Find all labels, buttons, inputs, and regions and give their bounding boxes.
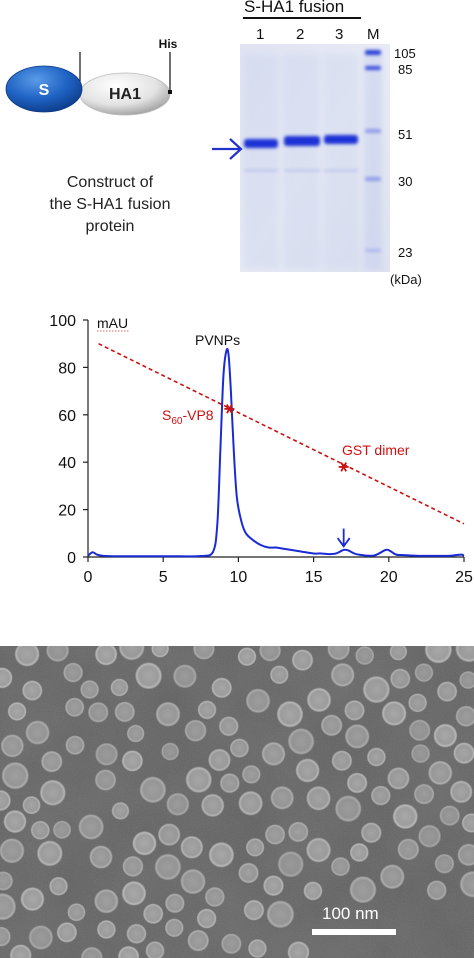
his-tag-label: His xyxy=(159,37,178,51)
y-tick-label: 60 xyxy=(58,408,76,425)
y-axis-unit-label: mAU xyxy=(97,315,128,331)
construct-diagram: S HA1 His xyxy=(5,37,178,116)
x-tick-label: 0 xyxy=(84,569,93,586)
x-tick-label: 5 xyxy=(159,569,168,586)
lane-label-2: 2 xyxy=(296,26,305,43)
x-tick-label: 15 xyxy=(305,569,323,586)
standard-point-gst-dimer xyxy=(338,462,349,472)
band-lane-3 xyxy=(324,135,358,144)
uv-trace-line xyxy=(87,347,465,558)
caption-line-3: protein xyxy=(85,218,135,235)
scale-bar xyxy=(312,929,396,935)
y-tick-label: 100 xyxy=(49,313,76,330)
marker-band-51 xyxy=(365,129,381,133)
construct-caption: Construct of the S-HA1 fusion protein xyxy=(10,172,210,238)
chart-axes xyxy=(87,320,464,558)
marker-label-105: 105 xyxy=(394,46,416,61)
x-tick-label: 20 xyxy=(380,569,398,586)
band-lane-1 xyxy=(244,139,278,148)
gel-unit-label: (kDa) xyxy=(390,272,422,287)
standard-label-main: S xyxy=(162,407,171,423)
band-lane-2 xyxy=(284,136,320,146)
his-tag xyxy=(168,90,172,94)
marker-label-30: 30 xyxy=(398,174,413,189)
marker-label-23: 23 xyxy=(398,245,413,260)
marker-band-105 xyxy=(365,50,381,55)
standard-label-sub: 60 xyxy=(171,416,183,427)
scale-bar-label: 100 nm xyxy=(322,904,379,923)
x-tick-label: 10 xyxy=(230,569,248,586)
gst-dimer-label: GST dimer xyxy=(342,442,410,458)
tem-micrograph: 100 nm xyxy=(0,646,474,958)
lane-label-1: 1 xyxy=(256,26,265,43)
chart-series xyxy=(87,342,465,558)
gel-title: S-HA1 fusion xyxy=(244,0,345,16)
standard-label-rest: -VP8 xyxy=(182,407,213,423)
gel-image xyxy=(240,44,390,272)
construct-panel: S HA1 His Construct of the S-HA1 fusion … xyxy=(0,0,230,260)
caption-line-1: Construct of xyxy=(66,174,154,191)
peak-label: PVNPs xyxy=(195,332,240,348)
marker-label-51: 51 xyxy=(398,127,413,142)
y-tick-label: 0 xyxy=(67,550,76,567)
y-tick-label: 80 xyxy=(58,360,76,377)
band-arrow-icon xyxy=(212,138,243,160)
chart-ticks: 0 5 10 15 20 25 0 20 40 60 80 100 xyxy=(49,313,473,586)
y-tick-label: 40 xyxy=(58,455,76,472)
y-tick-label: 20 xyxy=(58,503,76,520)
marker-band-30 xyxy=(365,177,381,181)
lane-label-marker: M xyxy=(367,26,380,43)
marker-band-85 xyxy=(365,66,381,70)
s-domain xyxy=(5,65,83,113)
gel-panel: S-HA1 fusion 1 2 3 M xyxy=(200,0,474,300)
s-domain-label: S xyxy=(39,82,50,99)
gel-bands xyxy=(244,50,381,252)
standard-label: S60-VP8 xyxy=(162,407,214,427)
standard-point-s60-vp8 xyxy=(224,404,235,414)
caption-line-2: the S-HA1 fusion xyxy=(49,196,171,213)
standards-line xyxy=(98,342,465,525)
gel-title-underline xyxy=(243,17,361,19)
marker-label-85: 85 xyxy=(398,62,413,77)
peak-arrow-icon xyxy=(336,528,351,548)
tem-image xyxy=(0,646,474,958)
ha1-domain-label: HA1 xyxy=(109,86,141,103)
marker-band-23 xyxy=(365,249,381,252)
lane-label-3: 3 xyxy=(335,26,344,43)
x-tick-label: 25 xyxy=(455,569,473,586)
